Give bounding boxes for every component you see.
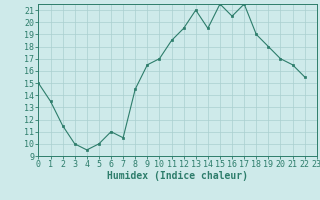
X-axis label: Humidex (Indice chaleur): Humidex (Indice chaleur) <box>107 171 248 181</box>
